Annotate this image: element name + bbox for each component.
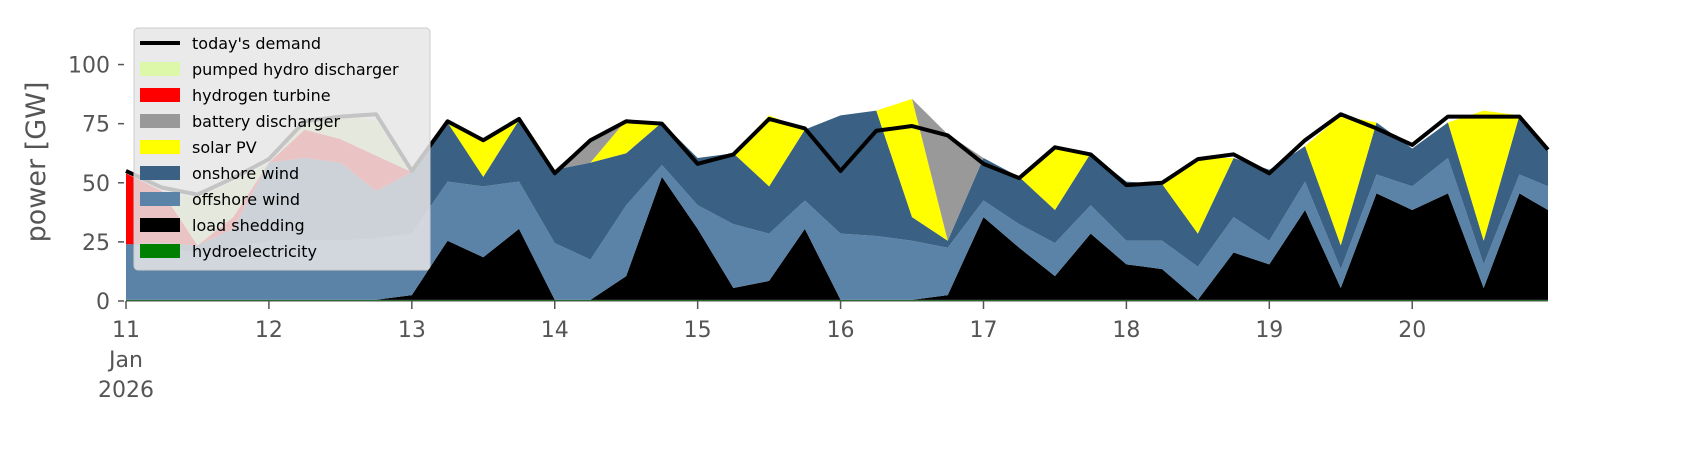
x-tick-label: 12: [255, 318, 283, 343]
legend-label: today's demand: [192, 34, 321, 53]
x-tick-label: 19: [1255, 318, 1283, 343]
y-axis-label: power [GW]: [21, 82, 52, 243]
legend-label: onshore wind: [192, 164, 299, 183]
legend: today's demand pumped hydro discharger hyd…: [133, 27, 431, 271]
legend-swatch: [140, 166, 180, 180]
legend-swatch: [140, 88, 180, 102]
x-tick-label: 15: [684, 318, 712, 343]
legend-label: hydroelectricity: [192, 242, 317, 261]
legend-swatch: [140, 244, 180, 258]
x-tick-label: 11 Jan 2026: [98, 318, 154, 403]
legend-label: hydrogen turbine: [192, 86, 331, 105]
legend-swatch: [140, 192, 180, 206]
y-tick-label: 0: [96, 290, 110, 315]
legend-label: load shedding: [192, 216, 305, 235]
area: [126, 110, 1548, 270]
legend-swatch: [140, 218, 180, 232]
x-tick-label: 17: [969, 318, 997, 343]
legend-label: solar PV: [192, 138, 257, 157]
legend-swatch: [140, 140, 180, 154]
area: [126, 176, 1548, 300]
legend-label: battery discharger: [192, 112, 340, 131]
area: [126, 98, 1548, 246]
y-tick-label: 50: [82, 172, 110, 197]
legend-label: offshore wind: [192, 190, 300, 209]
x-tick-label: 16: [827, 318, 855, 343]
legend-swatch: [140, 62, 180, 76]
legend-label: pumped hydro discharger: [192, 60, 399, 79]
x-tick-label: 14: [541, 318, 569, 343]
y-tick-label: 25: [82, 231, 110, 256]
y-tick-label: 75: [82, 113, 110, 138]
x-tick-label: 13: [398, 318, 426, 343]
legend-box: [133, 27, 431, 271]
x-tick-label: 20: [1398, 318, 1426, 343]
x-tick-label: 18: [1112, 318, 1140, 343]
y-tick-label: 100: [68, 54, 110, 79]
legend-swatch: [140, 114, 180, 128]
area: [126, 157, 1548, 300]
